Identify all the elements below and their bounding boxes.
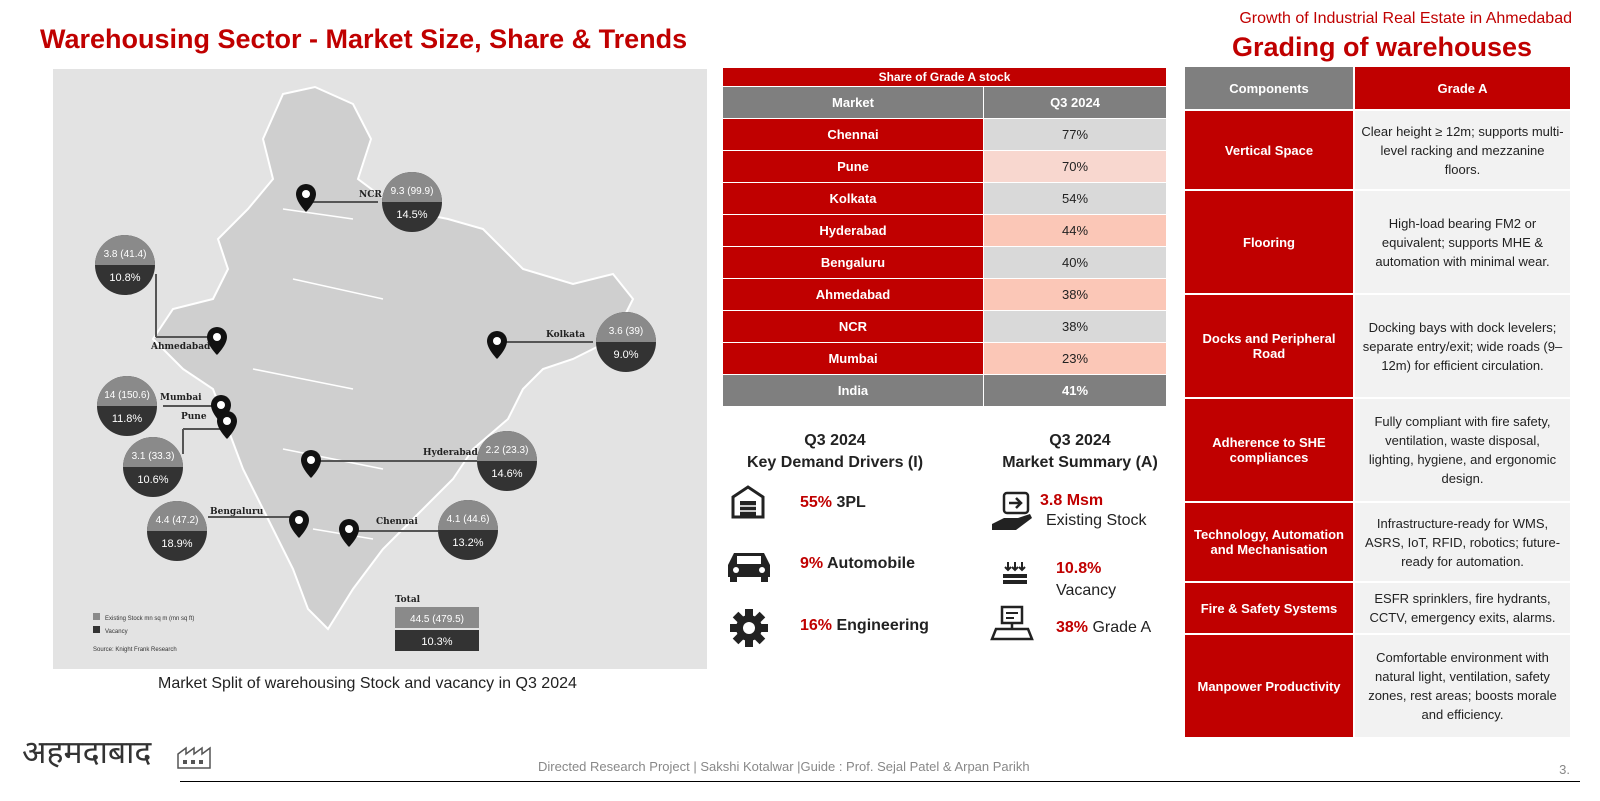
driver-automobile: 9% Automobile — [800, 555, 915, 572]
grade-a-share-table: Share of Grade A stock Market Q3 2024 Ch… — [723, 68, 1166, 406]
table-row: Technology, Automation and Mechanisation… — [1185, 503, 1570, 583]
share-table-footer: India 41% — [723, 374, 1166, 406]
india-outline — [151, 85, 635, 631]
svg-text:9.0%: 9.0% — [613, 349, 638, 361]
warehouse-icon — [731, 485, 765, 519]
table-row: NCR 38% — [723, 310, 1166, 342]
grade-building-icon — [990, 605, 1034, 641]
share-table-title: Share of Grade A stock — [723, 68, 1166, 86]
vacancy-icon — [1003, 562, 1027, 584]
factory-icon — [177, 746, 211, 769]
bubble-mumbai: 14 (150.6) 11.8% — [97, 376, 157, 436]
total-stock: 44.5 (479.5) — [410, 614, 464, 625]
ahmedabad-logo: अहमदाबाद — [22, 733, 152, 771]
page-number: 3. — [1559, 762, 1570, 777]
summary-heading: Q3 2024 Market Summary (A) — [1002, 432, 1158, 471]
svg-text:3.6 (39): 3.6 (39) — [609, 326, 643, 337]
table-row: Mumbai 23% — [723, 342, 1166, 374]
svg-text:10.6%: 10.6% — [137, 474, 168, 486]
city-label-ncr: NCR — [359, 190, 382, 200]
table-row: Fire & Safety Systems ESFR sprinklers, fi… — [1185, 583, 1570, 635]
svg-text:3.8 (41.4): 3.8 (41.4) — [104, 249, 147, 260]
page-title: Warehousing Sector - Market Size, Share … — [40, 24, 688, 54]
table-row: Vertical Space Clear height ≥ 12m; suppor… — [1185, 111, 1570, 191]
india-map: NCR Ahmedabad Kolkata Mumbai Pune Hydera… — [53, 69, 707, 669]
footer-divider — [180, 781, 1580, 782]
svg-text:10.8%: 10.8% — [109, 272, 140, 284]
svg-text:13.2%: 13.2% — [452, 537, 483, 549]
share-table-header: Market Q3 2024 — [723, 86, 1166, 118]
legend-stock: Existing Stock mn sq m (mn sq ft) — [105, 616, 194, 622]
bubble-kolkata: 3.6 (39) 9.0% — [596, 312, 656, 372]
city-label-ahmedabad: Ahmedabad — [150, 342, 211, 352]
city-label-kolkata: Kolkata — [546, 330, 585, 340]
driver-3pl: 55% 3PL — [800, 494, 866, 511]
svg-text:14.6%: 14.6% — [491, 468, 522, 480]
table-row: Adherence to SHE compliances Fully compli… — [1185, 399, 1570, 503]
map-caption: Market Split of warehousing Stock and va… — [158, 675, 577, 692]
city-label-chennai: Chennai — [376, 517, 418, 527]
stock-hand-icon — [992, 491, 1032, 530]
bubble-hyderabad: 2.2 (23.3) 14.6% — [477, 431, 537, 491]
table-row: Flooring High-load bearing FM2 or equival… — [1185, 191, 1570, 295]
bubble-chennai: 4.1 (44.6) 13.2% — [438, 500, 498, 560]
city-label-pune: Pune — [181, 412, 207, 422]
bubble-bengaluru: 4.4 (47.2) 18.9% — [147, 501, 207, 561]
table-row: Docks and Peripheral Road Docking bays wi… — [1185, 295, 1570, 399]
table-row: Bengaluru 40% — [723, 246, 1166, 278]
map-source: Source: Knight Frank Research — [93, 647, 177, 653]
svg-text:4.4 (47.2): 4.4 (47.2) — [156, 515, 199, 526]
summary-vacancy: 10.8% Vacancy — [1056, 560, 1117, 599]
svg-text:14 (150.6): 14 (150.6) — [104, 390, 150, 401]
city-label-hyderabad: Hyderabad — [423, 448, 478, 458]
section-subtitle: Growth of Industrial Real Estate in Ahme… — [1239, 10, 1572, 27]
table-row: Chennai 77% — [723, 118, 1166, 150]
driver-engineering: 16% Engineering — [800, 617, 929, 634]
total-vacancy: 10.3% — [421, 636, 452, 648]
svg-text:3.1 (33.3): 3.1 (33.3) — [132, 451, 175, 462]
table-row: Pune 70% — [723, 150, 1166, 182]
legend-vacancy: Vacancy — [105, 629, 128, 635]
grading-title: Grading of warehouses — [1232, 32, 1533, 62]
table-row: Hyderabad 44% — [723, 214, 1166, 246]
total-label: Total — [395, 595, 421, 605]
svg-text:14.5%: 14.5% — [396, 209, 427, 221]
svg-text:2.2 (23.3): 2.2 (23.3) — [486, 445, 529, 456]
svg-text:9.3 (99.9): 9.3 (99.9) — [391, 186, 434, 197]
grading-header: Components Grade A — [1185, 67, 1570, 111]
city-label-bengaluru: Bengaluru — [210, 507, 264, 517]
gear-icon — [730, 609, 768, 647]
drivers-heading: Q3 2024 Key Demand Drivers (I) — [746, 432, 924, 471]
table-row: Ahmedabad 38% — [723, 278, 1166, 310]
grading-table: Components Grade A Vertical Space Clear h… — [1185, 67, 1570, 739]
table-row: Kolkata 54% — [723, 182, 1166, 214]
table-row: Manpower Productivity Comfortable environ… — [1185, 635, 1570, 739]
bubble-ncr: 9.3 (99.9) 14.5% — [382, 172, 442, 232]
svg-text:18.9%: 18.9% — [161, 538, 192, 550]
summary-grade-a: 38% Grade A — [1056, 619, 1152, 636]
bubble-ahmedabad: 3.8 (41.4) 10.8% — [95, 235, 155, 295]
summary-existing-stock: 3.8 Msm Existing Stock — [1040, 492, 1147, 529]
bubble-pune: 3.1 (33.3) 10.6% — [123, 437, 183, 497]
car-icon — [728, 553, 770, 582]
footer-credits: Directed Research Project | Sakshi Kotal… — [538, 759, 1030, 774]
svg-text:4.1 (44.6): 4.1 (44.6) — [447, 514, 490, 525]
svg-text:11.8%: 11.8% — [112, 413, 143, 425]
city-label-mumbai: Mumbai — [160, 393, 202, 403]
